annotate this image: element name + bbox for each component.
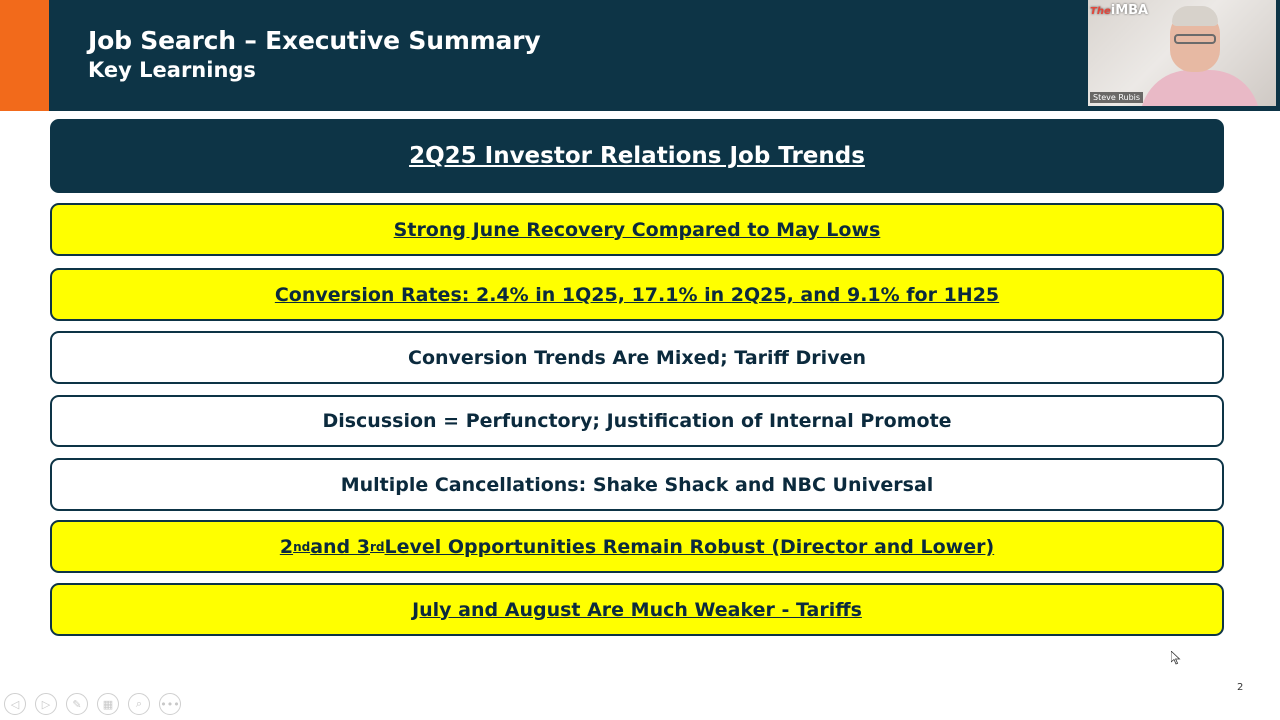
item-cancellations: Multiple Cancellations: Shake Shack and … <box>50 458 1224 511</box>
orange-accent-bar <box>0 0 49 111</box>
imba-logo: TheiMBA <box>1090 3 1149 18</box>
more-options-icon[interactable]: ••• <box>159 693 181 715</box>
participant-hair <box>1172 6 1218 26</box>
next-slide-icon[interactable]: ▷ <box>35 693 57 715</box>
participant-name-tag: Steve Rubis <box>1090 92 1144 103</box>
trends-heading-box: 2Q25 Investor Relations Job Trends <box>50 119 1224 193</box>
item-discussion: Discussion = Perfunctory; Justification … <box>50 395 1224 447</box>
slide-header <box>0 0 1280 111</box>
slide-subtitle: Key Learnings <box>88 58 256 82</box>
item-conversion-rates: Conversion Rates: 2.4% in 1Q25, 17.1% in… <box>50 268 1224 321</box>
participant-video-tile[interactable]: TheiMBA Steve Rubis <box>1088 0 1276 106</box>
previous-slide-icon[interactable]: ◁ <box>4 693 26 715</box>
participant-body <box>1140 70 1260 106</box>
participant-glasses <box>1174 34 1216 44</box>
item-june-recovery: Strong June Recovery Compared to May Low… <box>50 203 1224 256</box>
zoom-icon[interactable]: ⌕ <box>128 693 150 715</box>
item-july-august: July and August Are Much Weaker - Tariff… <box>50 583 1224 636</box>
pen-icon[interactable]: ✎ <box>66 693 88 715</box>
page-number: 2 <box>1237 682 1244 693</box>
item-conversion-trends: Conversion Trends Are Mixed; Tariff Driv… <box>50 331 1224 384</box>
slide-title: Job Search – Executive Summary <box>88 26 541 55</box>
see-all-slides-icon[interactable]: ▦ <box>97 693 119 715</box>
slideshow-controls: ◁ ▷ ✎ ▦ ⌕ ••• <box>4 693 181 715</box>
